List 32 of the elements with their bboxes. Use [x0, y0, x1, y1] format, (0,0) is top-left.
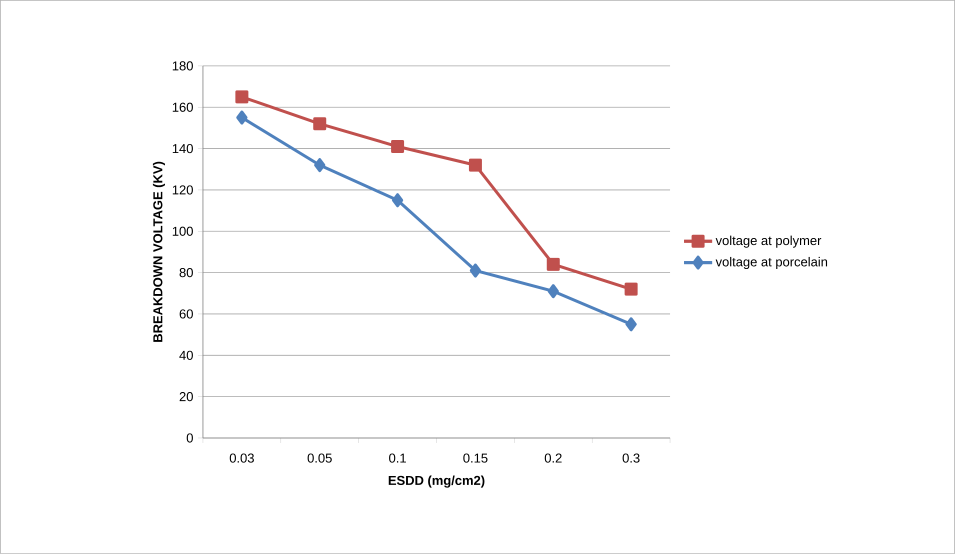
y-tick-label: 100: [172, 226, 193, 236]
legend-label: voltage at polymer: [716, 236, 822, 248]
y-tick-label: 40: [179, 350, 193, 360]
y-tick-label: 140: [172, 144, 193, 154]
y-tick-label: 160: [172, 102, 193, 112]
point: [468, 158, 482, 172]
x-tick-label: 0.15: [463, 454, 488, 463]
point: [392, 193, 404, 208]
y-tick-label: 60: [180, 309, 193, 319]
x-tick-label: 0.3: [622, 454, 640, 463]
point: [626, 317, 637, 332]
y-tick-label: 20: [180, 392, 193, 402]
point: [236, 110, 248, 125]
point: [391, 140, 404, 154]
point: [548, 284, 559, 298]
point: [314, 158, 326, 172]
point: [546, 258, 560, 271]
y-axis-title: BREAKDOWN VOLTAGE (KV): [152, 162, 165, 342]
legend-label: voltage at porcelain: [716, 256, 828, 270]
x-axis-title: ESDD (mg/cm2): [388, 476, 484, 488]
y-tick-label: 0: [186, 433, 193, 443]
point: [470, 264, 482, 278]
point: [313, 117, 326, 130]
y-tick-label: 120: [172, 185, 193, 195]
x-tick-label: 0.2: [544, 454, 562, 463]
x-tick-label: 0.05: [308, 454, 332, 463]
x-tick-label: 0.03: [230, 454, 254, 463]
y-tick-label: 80: [180, 268, 193, 278]
y-tick-label: 180: [172, 61, 193, 71]
x-tick-label: 0.1: [389, 454, 406, 463]
point: [235, 90, 248, 104]
point: [624, 282, 638, 296]
